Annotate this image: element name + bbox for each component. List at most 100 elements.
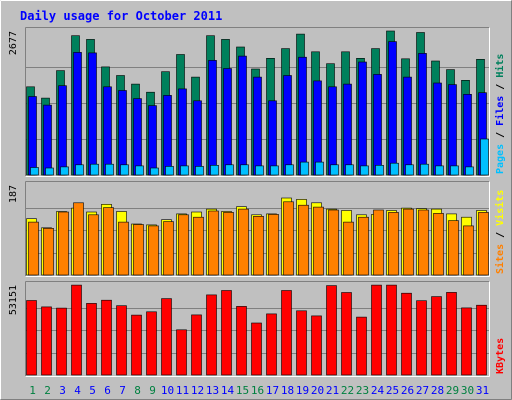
bar-sites-day-30: [463, 225, 474, 276]
legend-entry-visits: Visits: [494, 190, 506, 226]
bar-sites-day-8: [133, 224, 144, 276]
bar-files-day-20: [313, 80, 322, 176]
bar-sites-day-2: [43, 228, 54, 276]
bar-kbytes-day-19: [296, 310, 307, 376]
legend-separator: /: [495, 126, 506, 144]
bar-files-day-30: [463, 94, 472, 176]
bar-sites-day-27: [418, 209, 429, 276]
bar-sites-day-13: [208, 210, 219, 276]
bar-files-day-9: [148, 105, 157, 176]
series-files: [28, 41, 487, 176]
day-label-12: 12: [191, 384, 204, 397]
legend-entry-files: Files: [494, 96, 506, 126]
bar-sites-day-22: [343, 221, 354, 276]
bar-files-day-6: [103, 86, 112, 176]
bar-sites-day-26: [403, 208, 414, 276]
bar-pages-day-18: [285, 164, 294, 176]
bar-sites-day-9: [148, 225, 159, 276]
bar-sites-day-29: [448, 220, 459, 276]
bar-kbytes-day-17: [266, 313, 277, 376]
bar-sites-day-28: [433, 213, 444, 276]
day-label-21: 21: [326, 384, 339, 397]
bar-kbytes-day-23: [356, 316, 367, 376]
bar-kbytes-day-31: [476, 304, 487, 376]
legend-entry-kbytes: KBytes: [495, 338, 506, 374]
day-label-25: 25: [386, 384, 399, 397]
bar-kbytes-day-27: [416, 300, 427, 376]
day-label-16: 16: [251, 384, 264, 397]
panel-hits-axis-max-label: 2677: [8, 31, 19, 55]
bar-pages-day-7: [120, 164, 129, 176]
panel-visits-axis-max-label: 187: [8, 185, 19, 203]
bar-pages-day-2: [45, 167, 54, 176]
bar-sites-day-5: [88, 214, 99, 276]
bar-kbytes-day-8: [131, 314, 142, 376]
bar-pages-day-15: [240, 164, 249, 176]
bar-kbytes-day-20: [311, 315, 322, 376]
bar-files-day-17: [268, 100, 277, 176]
bar-kbytes-day-9: [146, 311, 157, 376]
bar-files-day-19: [298, 56, 307, 176]
bar-files-day-11: [178, 88, 187, 176]
bar-sites-day-24: [373, 209, 384, 276]
panel-visits: 187 Sites / Visits: [8, 181, 506, 277]
bar-sites-day-14: [223, 212, 234, 276]
bar-pages-day-8: [135, 165, 144, 176]
bar-files-day-1: [28, 96, 37, 176]
bar-kbytes-day-14: [221, 290, 232, 376]
bar-kbytes-day-30: [461, 307, 472, 376]
bar-kbytes-day-26: [401, 292, 412, 376]
legend-entry-pages: Pages: [495, 144, 506, 174]
bar-kbytes-day-11: [176, 329, 187, 376]
bar-sites-day-20: [313, 206, 324, 276]
bar-sites-day-10: [163, 221, 174, 276]
bar-sites-day-15: [238, 208, 249, 276]
bar-pages-day-1: [30, 167, 39, 176]
bar-pages-day-20: [315, 161, 324, 176]
bar-kbytes-day-15: [236, 306, 247, 376]
bar-pages-day-17: [270, 165, 279, 176]
day-label-23: 23: [356, 384, 369, 397]
day-label-13: 13: [206, 384, 219, 397]
bar-files-day-12: [193, 100, 202, 176]
bar-pages-day-23: [360, 165, 369, 176]
day-label-11: 11: [176, 384, 189, 397]
day-label-22: 22: [341, 384, 354, 397]
panel-hits-legend: Pages / Files / Hits: [494, 54, 506, 174]
bar-files-day-4: [73, 52, 82, 176]
bar-files-day-15: [238, 55, 247, 176]
bar-sites-day-17: [268, 214, 279, 276]
bar-pages-day-6: [105, 163, 114, 176]
day-label-30: 30: [461, 384, 474, 397]
bar-sites-day-7: [118, 221, 129, 276]
bar-files-day-24: [373, 74, 382, 176]
day-label-7: 7: [119, 384, 126, 397]
bar-pages-day-13: [210, 165, 219, 176]
bar-pages-day-24: [375, 165, 384, 176]
panel-kbytes-axis-max-label: 53151: [8, 285, 19, 315]
chart-panels: 2677 Pages / Files / Hits 187 Sites / Visit…: [8, 27, 506, 377]
bar-pages-day-9: [150, 167, 159, 176]
bar-pages-day-28: [435, 165, 444, 176]
bar-kbytes-day-25: [386, 284, 397, 376]
bar-pages-day-5: [90, 163, 99, 176]
chart-title: Daily usage for October 2011: [20, 9, 222, 23]
bar-pages-day-12: [195, 166, 204, 176]
bar-pages-day-4: [75, 164, 84, 176]
bar-pages-day-31: [480, 138, 489, 176]
day-label-5: 5: [89, 384, 96, 397]
bar-files-day-22: [343, 83, 352, 176]
bar-files-day-8: [133, 98, 142, 176]
day-label-4: 4: [74, 384, 81, 397]
bar-files-day-5: [88, 52, 97, 176]
bar-files-day-28: [433, 82, 442, 176]
bar-kbytes-day-6: [101, 299, 112, 376]
day-label-29: 29: [446, 384, 459, 397]
bar-sites-day-3: [58, 211, 69, 276]
bar-kbytes-day-1: [26, 300, 37, 376]
bar-pages-day-10: [165, 166, 174, 176]
bar-sites-day-4: [73, 202, 84, 276]
series-pages: [30, 138, 489, 176]
legend-entry-sites: Sites: [494, 244, 506, 274]
bar-kbytes-day-24: [371, 284, 382, 376]
